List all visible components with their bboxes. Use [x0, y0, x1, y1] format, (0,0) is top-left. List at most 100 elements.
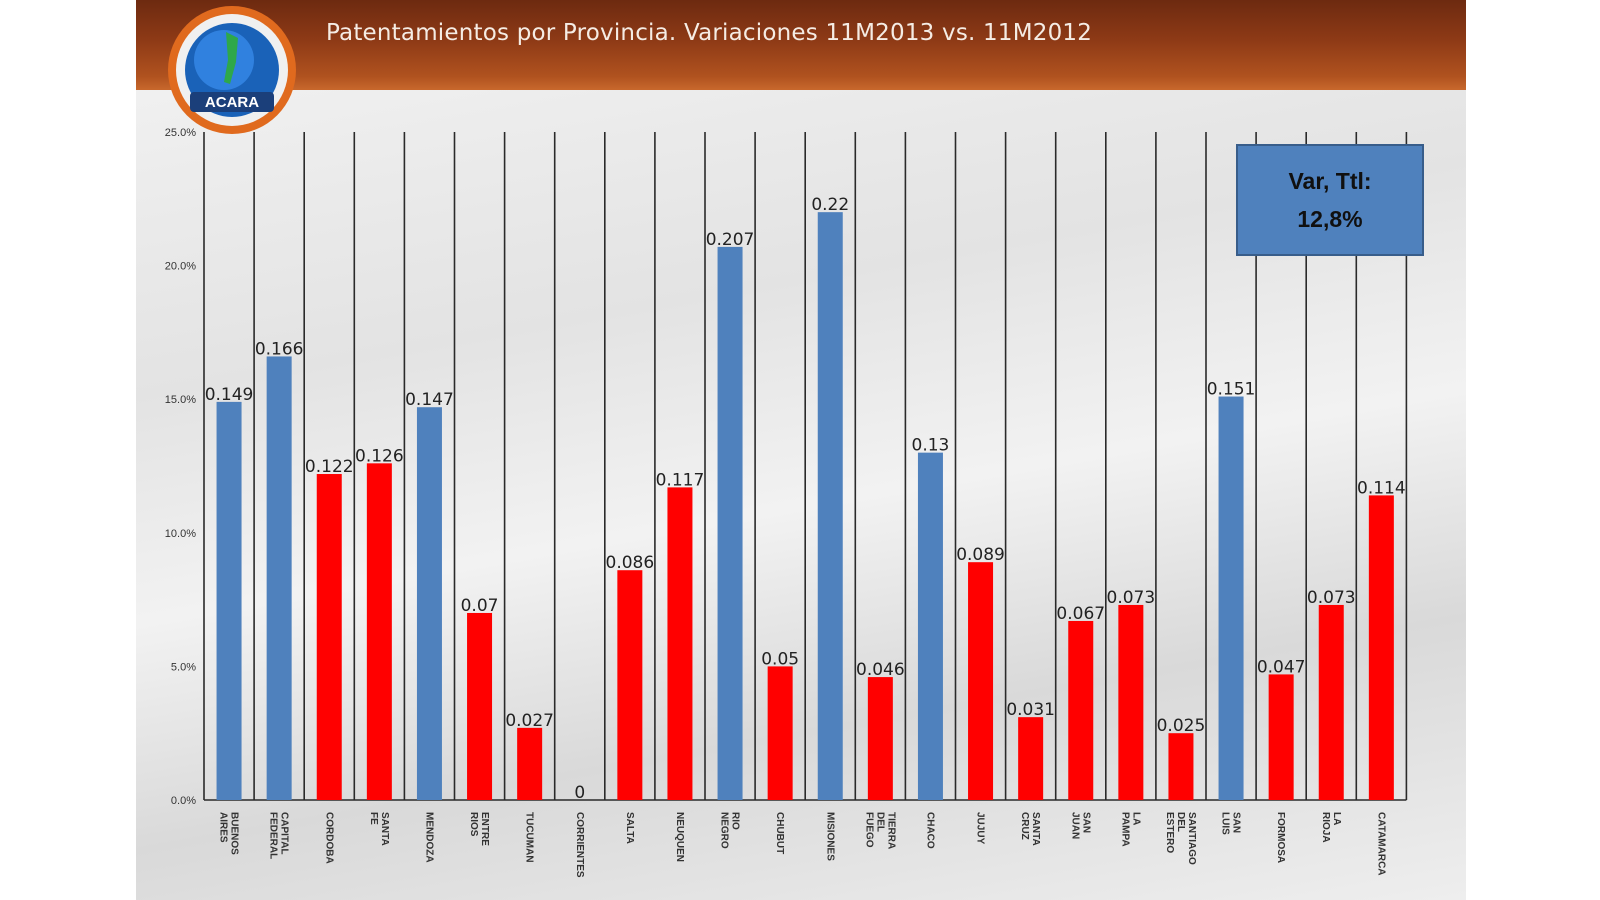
data-label: 0.086 — [606, 553, 655, 573]
x-tick-label-line: ESTERO — [1164, 812, 1175, 853]
x-tick-label-line: RIOS — [468, 812, 479, 837]
bar — [667, 487, 693, 800]
x-tick-label-line: CHACO — [924, 812, 935, 849]
data-label: 0.114 — [1357, 478, 1406, 498]
bar — [767, 666, 793, 800]
data-label: 0.22 — [811, 195, 849, 215]
data-label: 0.031 — [1006, 700, 1055, 720]
bars — [216, 212, 1394, 800]
bar — [968, 562, 994, 800]
x-tick-label-line: CRUZ — [1019, 812, 1030, 840]
x-tick-label-line: PAMPA — [1119, 812, 1130, 847]
data-label: 0 — [574, 783, 585, 803]
bar — [1168, 733, 1194, 800]
data-label: 0.166 — [255, 339, 304, 359]
gridlines — [203, 132, 1408, 801]
page-title: Patentamientos por Provincia. Variacione… — [326, 20, 1093, 46]
x-tick-label-line: JUJUY — [975, 812, 986, 845]
x-tick-label-line: SANTIAGO — [1186, 812, 1197, 865]
bar — [1018, 717, 1044, 800]
total-variation-label: Var, Ttl: — [1288, 168, 1372, 194]
x-tick-label: SALTA — [624, 812, 635, 844]
data-label: 0.151 — [1207, 380, 1256, 400]
x-tick-label-line: RIO — [730, 812, 741, 830]
y-tick-label: 10.0% — [165, 528, 196, 540]
data-label: 0.13 — [912, 436, 950, 456]
y-tick-label: 25.0% — [165, 127, 196, 139]
x-tick-label: CORRIENTES — [574, 812, 585, 878]
data-label: 0.122 — [305, 457, 354, 477]
x-tick-label-line: AIRES — [218, 812, 229, 843]
data-label: 0.027 — [505, 711, 554, 731]
logo-map-shape — [224, 32, 238, 84]
x-tick-label: FORMOSA — [1275, 812, 1286, 863]
y-tick-label: 5.0% — [171, 661, 196, 673]
bar — [266, 356, 292, 800]
x-tick-label: CORDOBA — [323, 812, 334, 864]
x-tick-label-line: RIOJA — [1320, 812, 1331, 843]
x-tick-label-line: NEGRO — [719, 812, 730, 849]
x-tick-label-line: CORDOBA — [323, 812, 334, 864]
bar-chart: 0.0%5.0%10.0%15.0%20.0%25.0% 0.1490.1660… — [165, 127, 1408, 878]
bar — [216, 401, 242, 800]
x-tick-label-line: FUEGO — [863, 812, 874, 848]
data-label: 0.07 — [461, 596, 499, 616]
x-tick-label-line: CORRIENTES — [574, 812, 585, 878]
data-label: 0.046 — [856, 660, 905, 680]
bar — [817, 212, 843, 800]
bar — [416, 407, 442, 800]
logo-text: ACARA — [205, 94, 259, 111]
data-label: 0.207 — [706, 230, 755, 250]
x-tick-label: MISIONES — [824, 812, 835, 861]
data-label: 0.067 — [1056, 604, 1105, 624]
x-tick-label-line: SANTA — [379, 812, 390, 846]
logo-globe-highlight — [194, 30, 254, 90]
x-tick-label-line: MENDOZA — [423, 812, 434, 863]
bar — [1218, 396, 1244, 800]
y-tick-label: 20.0% — [165, 261, 196, 273]
x-tick-label-line: LUIS — [1220, 812, 1231, 835]
data-label: 0.05 — [761, 649, 799, 669]
x-tick-label: CHACO — [924, 812, 935, 849]
x-tick-label-line: CHUBUT — [774, 812, 785, 854]
x-tick-label-line: LA — [1331, 812, 1342, 825]
x-tick-label-line: FE — [368, 812, 379, 825]
x-tick-label: CHUBUT — [774, 812, 785, 854]
bar — [717, 246, 743, 800]
data-label: 0.073 — [1107, 588, 1156, 608]
data-label: 0.025 — [1157, 716, 1206, 736]
bar — [617, 570, 643, 800]
x-tick-label-line: TUCUMAN — [524, 812, 535, 863]
header-bar — [136, 0, 1466, 90]
y-tick-label: 15.0% — [165, 394, 196, 406]
bar — [1268, 674, 1294, 800]
x-tick-label-line: CATAMARCA — [1375, 812, 1386, 876]
bar — [867, 677, 893, 800]
acara-logo: ACARA — [168, 6, 296, 134]
x-tick-label: TUCUMAN — [524, 812, 535, 863]
bar — [1068, 620, 1094, 800]
x-tick-label-line: FEDERAL — [268, 812, 279, 859]
bar — [467, 612, 493, 800]
x-tick-label-line: MISIONES — [824, 812, 835, 861]
x-tick-label: MENDOZA — [423, 812, 434, 863]
x-tick-label-line: DEL — [874, 812, 885, 832]
x-tick-label-line: SALTA — [624, 812, 635, 844]
logo-banner — [190, 92, 274, 112]
x-tick-label: CATAMARCA — [1375, 812, 1386, 876]
data-label: 0.147 — [405, 390, 454, 410]
x-tick-label-line: JUAN — [1069, 812, 1080, 839]
y-tick-label: 0.0% — [171, 795, 196, 807]
x-tick-label-line: TIERRA — [885, 812, 896, 849]
x-tick-label: NEUQUEN — [674, 812, 685, 862]
data-label: 0.047 — [1257, 657, 1306, 677]
